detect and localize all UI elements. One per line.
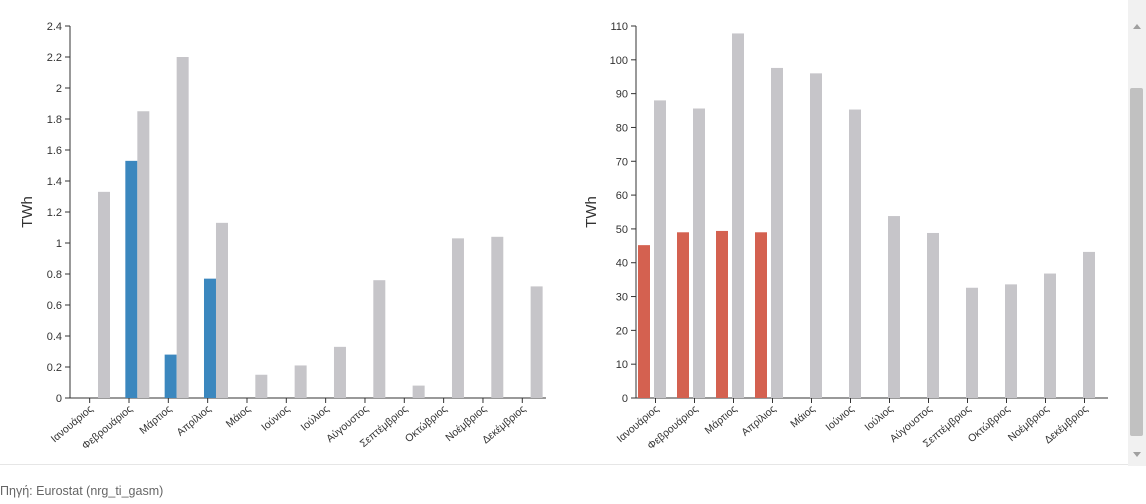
bar-2-s2-12 bbox=[1083, 251, 1095, 398]
x-tick-label-2-7: Ιούλιος bbox=[862, 403, 895, 433]
bar-2-s2-4 bbox=[771, 67, 783, 399]
x-tick-label-2-12: Δεκέμβριος bbox=[1042, 403, 1090, 446]
x-tick-label-1-6: Ιούνιος bbox=[259, 403, 292, 433]
scrollbar-thumb[interactable] bbox=[1130, 88, 1143, 436]
bar-1-s2-9 bbox=[412, 385, 425, 398]
bar-1-s2-3 bbox=[176, 57, 189, 398]
x-tick-label-1-3: Μάρτιος bbox=[137, 403, 174, 437]
y-tick-label-2-2: 20 bbox=[616, 325, 628, 337]
charts-area: 00.20.40.60.811.21.41.61.822.22.4TWhΙανο… bbox=[19, 21, 1108, 452]
bar-1-s2-5 bbox=[255, 374, 268, 398]
bar-2-s2-7 bbox=[888, 216, 900, 398]
y-tick-label-1-10: 2 bbox=[56, 83, 62, 95]
source-note: Πηγή: Eurostat (nrg_ti_gasm) bbox=[0, 484, 164, 498]
x-tick-label-1-5: Μάιος bbox=[224, 403, 253, 430]
y-tick-label-1-6: 1.2 bbox=[47, 207, 62, 219]
x-tick-label-1-7: Ιούλιος bbox=[299, 403, 332, 433]
y-tick-label-2-3: 30 bbox=[616, 292, 628, 304]
bar-1-s2-4 bbox=[215, 222, 228, 398]
x-tick-label-2-4: Απρίλιος bbox=[739, 403, 778, 439]
y-tick-label-1-9: 1.8 bbox=[47, 114, 62, 126]
y-tick-label-1-1: 0.2 bbox=[47, 362, 62, 374]
y-tick-label-1-3: 0.6 bbox=[47, 300, 62, 312]
bar-2-s2-8 bbox=[927, 232, 939, 398]
y-tick-label-1-7: 1.4 bbox=[47, 176, 62, 188]
y-tick-label-2-10: 100 bbox=[610, 55, 628, 67]
bar-2-s1-1 bbox=[638, 245, 650, 398]
bar-2-s1-4 bbox=[755, 232, 767, 398]
bar-2-s2-5 bbox=[810, 73, 822, 398]
x-tick-label-2-6: Ιούνιος bbox=[823, 403, 856, 433]
bar-2-s2-10 bbox=[1005, 284, 1017, 398]
y-tick-label-2-6: 60 bbox=[616, 190, 628, 202]
y-tick-label-2-7: 70 bbox=[616, 156, 628, 168]
bar-1-s2-1 bbox=[98, 191, 110, 398]
x-tick-label-1-4: Απρίλιος bbox=[174, 403, 213, 439]
y-axis-title-2: TWh bbox=[583, 196, 600, 228]
bar-1-s2-8 bbox=[373, 280, 386, 398]
x-tick-label-1-12: Δεκέμβριος bbox=[480, 403, 528, 446]
y-tick-label-1-0: 0 bbox=[56, 393, 62, 405]
bar-1-s2-7 bbox=[333, 346, 346, 398]
bar-2-s2-11 bbox=[1044, 273, 1056, 398]
bar-1-s1-3 bbox=[164, 354, 177, 398]
y-tick-label-2-1: 10 bbox=[616, 359, 628, 371]
y-tick-label-2-5: 50 bbox=[616, 224, 628, 236]
y-tick-label-1-2: 0.4 bbox=[47, 331, 62, 343]
bar-2-s2-3 bbox=[732, 33, 744, 398]
y-axis-title-1: TWh bbox=[19, 196, 36, 228]
y-tick-label-1-8: 1.6 bbox=[47, 145, 62, 157]
x-tick-label-2-10: Οκτώβριος bbox=[966, 403, 1013, 445]
bar-2-s2-2 bbox=[693, 108, 705, 399]
bar-1-s2-2 bbox=[137, 111, 150, 398]
bar-1-s1-2 bbox=[125, 160, 138, 398]
bar-2-s1-3 bbox=[716, 230, 728, 398]
y-tick-label-1-12: 2.4 bbox=[47, 21, 62, 33]
bar-2-s2-1 bbox=[654, 100, 666, 399]
bar-1-s2-12 bbox=[530, 286, 543, 398]
bar-1-s1-4 bbox=[203, 278, 216, 398]
y-tick-label-2-8: 80 bbox=[616, 122, 628, 134]
y-tick-label-2-4: 40 bbox=[616, 258, 628, 270]
y-tick-label-2-0: 0 bbox=[622, 393, 628, 405]
y-tick-label-1-4: 0.8 bbox=[47, 269, 62, 281]
vertical-scrollbar[interactable] bbox=[1128, 0, 1146, 466]
y-tick-label-2-9: 90 bbox=[616, 89, 628, 101]
x-tick-label-1-10: Οκτώβριος bbox=[403, 403, 450, 445]
x-tick-label-2-5: Μάιος bbox=[788, 403, 817, 430]
bar-1-s2-11 bbox=[491, 236, 504, 398]
scroll-down-icon[interactable] bbox=[1133, 452, 1141, 457]
bar-1-s2-10 bbox=[451, 238, 464, 398]
footer-divider bbox=[0, 464, 1130, 465]
bar-2-s1-2 bbox=[677, 232, 689, 398]
y-tick-label-1-11: 2.2 bbox=[47, 52, 62, 64]
y-tick-label-1-5: 1 bbox=[56, 238, 62, 250]
scroll-up-icon[interactable] bbox=[1133, 24, 1141, 29]
y-tick-label-2-11: 110 bbox=[610, 21, 628, 33]
x-tick-label-2-3: Μάρτιος bbox=[703, 403, 740, 437]
bar-2-s2-9 bbox=[966, 287, 978, 398]
bar-2-s2-6 bbox=[849, 109, 861, 398]
bar-1-s2-6 bbox=[294, 365, 307, 398]
